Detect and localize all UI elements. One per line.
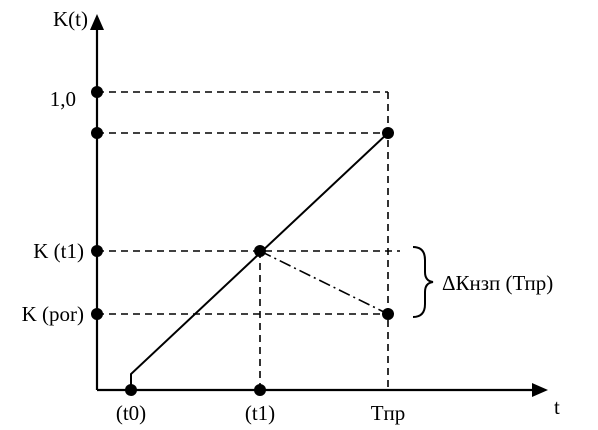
point-curve-end — [382, 127, 394, 139]
x-tick-tpr: Tпр — [371, 401, 406, 425]
point-y-one — [91, 86, 103, 98]
x-tick-t1: (t1) — [245, 401, 275, 425]
x-tick-t0: (t0) — [116, 401, 146, 425]
y-axis-label: K(t) — [53, 7, 88, 31]
point-y-k-por — [91, 308, 103, 320]
y-tick-one: 1,0 — [50, 87, 76, 111]
point-curve-t1 — [254, 245, 266, 257]
decline-line — [259, 250, 389, 315]
y-tick-k-por: K (por) — [22, 302, 84, 326]
point-y-k-t1 — [91, 245, 103, 257]
point-y-end — [91, 127, 103, 139]
brace — [412, 246, 434, 318]
y-axis-arrow — [90, 14, 104, 30]
point-curve-tpr — [382, 308, 394, 320]
x-axis-label: t — [554, 395, 560, 419]
point-x-t1 — [254, 384, 266, 396]
delta-annotation: ΔКнзп (Тпр) — [442, 271, 553, 295]
point-x-t0 — [125, 384, 137, 396]
x-axis-arrow — [532, 383, 548, 397]
y-tick-k-t1: K (t1) — [33, 239, 84, 263]
